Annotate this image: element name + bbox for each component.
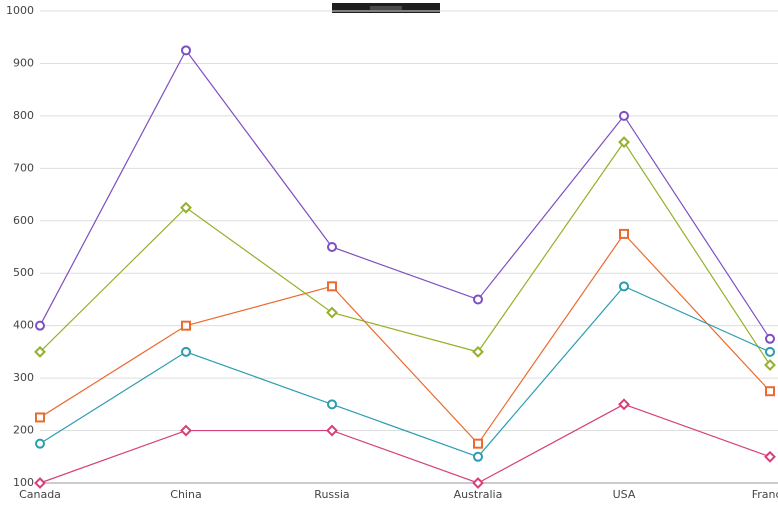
marker: [326, 424, 338, 437]
x-tick-label: Australia: [454, 488, 503, 501]
marker: [327, 399, 337, 410]
marker: [619, 281, 629, 292]
marker: [473, 438, 483, 449]
y-tick-label: 100: [13, 476, 34, 489]
x-tick-label: Canada: [19, 488, 61, 501]
marker: [327, 281, 337, 292]
y-tick-label: 500: [13, 266, 34, 279]
marker: [34, 477, 46, 489]
y-tick-label: 900: [13, 56, 34, 69]
marker: [35, 438, 45, 449]
marker: [35, 412, 45, 423]
y-tick-label: 200: [13, 424, 34, 437]
marker: [619, 110, 629, 121]
series-line: [39, 403, 771, 484]
marker: [34, 345, 46, 358]
marker: [764, 359, 776, 371]
marker: [180, 201, 192, 214]
marker: [472, 477, 484, 489]
marker: [473, 294, 483, 305]
marker: [618, 136, 630, 149]
series-line: [39, 49, 771, 340]
marker: [326, 306, 338, 319]
y-tick-label: 700: [13, 161, 34, 174]
y-tick-label: 600: [13, 214, 34, 227]
x-tick-label: Russia: [314, 488, 349, 501]
marker: [181, 346, 191, 357]
series-line: [39, 232, 771, 445]
x-tick-label: China: [170, 488, 201, 501]
marker: [765, 333, 775, 344]
marker: [618, 398, 630, 411]
marker: [764, 450, 776, 463]
y-tick-label: 300: [13, 371, 34, 384]
series-line: [39, 141, 771, 366]
x-tick-label: USA: [613, 488, 636, 501]
marker: [765, 346, 775, 357]
marker: [181, 320, 191, 331]
marker: [472, 345, 484, 358]
marker: [327, 242, 337, 252]
y-tick-label: 1000: [6, 4, 34, 17]
marker: [765, 386, 775, 397]
marker: [473, 451, 483, 462]
marker: [180, 424, 192, 437]
marker: [35, 320, 45, 331]
series-line: [39, 285, 771, 458]
marker: [619, 228, 629, 239]
drag-handle[interactable]: [332, 3, 440, 13]
y-tick-label: 800: [13, 109, 34, 122]
x-tick-label: France: [752, 488, 778, 501]
y-tick-label: 400: [13, 319, 34, 332]
marker: [181, 45, 191, 56]
